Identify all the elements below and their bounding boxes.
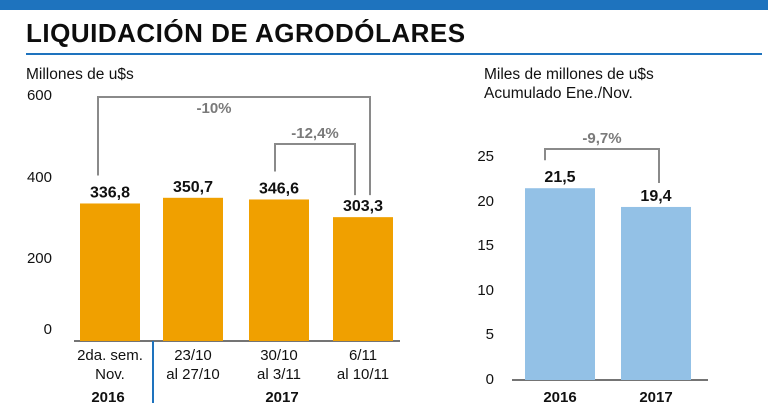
right-bar [525, 188, 595, 380]
right-bracket-9pct [544, 148, 660, 183]
right-y-tick-label: 5 [485, 326, 494, 344]
right-x-category-label: 2016 [543, 389, 577, 406]
left-bar [333, 217, 393, 341]
left-bar [163, 197, 223, 341]
left-bracket-12pct [274, 143, 356, 196]
right-y-tick-label: 20 [477, 192, 494, 210]
left-bar-value-label: 346,6 [259, 180, 299, 197]
left-y-tick-label: 0 [43, 321, 52, 338]
left-year-label-2017: 2017 [265, 389, 299, 406]
left-chart-unit-label: Millones de u$s [26, 66, 134, 83]
right-y-tick-label: 10 [477, 281, 494, 299]
right-bar [621, 206, 691, 380]
left-y-tick-label: 400 [26, 168, 52, 186]
left-annotation-10pct: -10% [196, 100, 231, 117]
left-bracket-10pct [97, 96, 371, 196]
left-bar-value-label: 350,7 [173, 179, 213, 196]
title-underline [26, 53, 762, 55]
left-x-category-label: 2da. sem. [77, 347, 143, 364]
right-bar-value-label: 21,5 [544, 169, 575, 186]
left-bar-value-label: 336,8 [90, 184, 130, 201]
right-bar-value-label: 19,4 [640, 188, 671, 205]
right-chart-unit-label-line2: Acumulado Ene./Nov. [484, 85, 633, 102]
left-year-label-2016: 2016 [91, 389, 125, 406]
page-title: LIQUIDACIÓN DE AGRODÓLARES [26, 18, 466, 48]
left-x-category-label: al 10/11 [336, 366, 390, 383]
left-y-tick-label: 200 [26, 250, 52, 268]
right-y-tick-label: 15 [477, 237, 494, 255]
left-annotation-12pct: -12,4% [291, 125, 339, 142]
left-bar [80, 203, 140, 341]
left-bar-value-label: 303,3 [343, 198, 383, 215]
left-bar [249, 199, 309, 341]
left-y-tick-label: 600 [26, 87, 52, 104]
left-x-category-label: 23/10 [174, 347, 212, 364]
top-accent-bar [0, 0, 768, 10]
right-chart-unit-label-line1: Miles de millones de u$s [484, 66, 654, 83]
left-x-category-label: al 27/10 [166, 366, 220, 383]
left-x-category-label: Nov. [95, 366, 125, 383]
right-annotation-9pct: -9,7% [582, 130, 621, 147]
left-x-category-label: al 3/11 [257, 366, 301, 383]
left-x-category-label: 30/10 [260, 347, 298, 364]
right-y-tick-label: 0 [485, 371, 494, 388]
right-x-category-label: 2017 [639, 389, 673, 406]
right-y-tick-label: 25 [477, 148, 494, 165]
left-x-category-label: 6/11 [348, 347, 378, 364]
